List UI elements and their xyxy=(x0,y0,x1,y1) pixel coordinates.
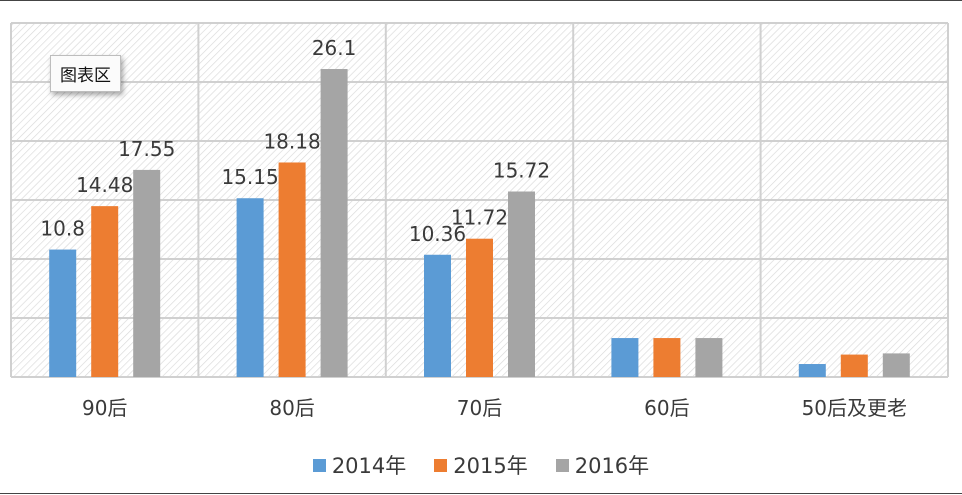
legend-label: 2015年 xyxy=(453,454,528,478)
x-tick-label: 50后及更老 xyxy=(802,396,907,420)
data-label: 11.72 xyxy=(451,206,508,230)
data-label: 15.72 xyxy=(493,159,550,183)
chart-area-tag[interactable]: 图表区 xyxy=(50,55,121,92)
bar xyxy=(508,191,535,377)
data-label: 18.18 xyxy=(263,129,320,153)
x-tick-label: 70后 xyxy=(457,396,502,420)
bar xyxy=(91,206,119,377)
bar xyxy=(424,254,451,377)
legend: 2014年 2015年 2016年 xyxy=(0,450,962,480)
bar xyxy=(653,338,681,377)
bar xyxy=(236,198,264,377)
data-label: 15.15 xyxy=(221,165,278,189)
data-label: 14.48 xyxy=(76,173,133,197)
bar xyxy=(49,249,77,377)
legend-item: 2015年 xyxy=(434,450,528,480)
x-tick-label: 90后 xyxy=(82,396,127,420)
bar xyxy=(133,169,161,377)
data-label: 10.8 xyxy=(40,217,85,241)
legend-label: 2016年 xyxy=(574,454,650,478)
data-label: 17.55 xyxy=(118,137,175,161)
data-label: 26.1 xyxy=(312,36,357,60)
bar xyxy=(695,338,723,377)
bar xyxy=(320,69,348,378)
bar xyxy=(840,354,868,377)
bar xyxy=(278,162,306,377)
data-label: 10.36 xyxy=(409,222,466,246)
bar xyxy=(882,353,910,377)
legend-item: 2014年 xyxy=(312,450,407,480)
x-tick-label: 80后 xyxy=(269,396,314,420)
bar xyxy=(466,238,493,377)
legend-item: 2016年 xyxy=(555,450,650,480)
x-tick-label: 60后 xyxy=(644,396,689,420)
bars xyxy=(49,69,910,378)
legend-swatch xyxy=(434,458,448,472)
x-axis-ticks: 90后 80后 70后 60后 50后及更老 xyxy=(82,396,907,420)
legend-swatch xyxy=(555,458,569,472)
bar xyxy=(611,338,639,377)
legend-swatch xyxy=(312,458,326,472)
legend-label: 2014年 xyxy=(331,454,407,478)
bar xyxy=(798,364,826,377)
